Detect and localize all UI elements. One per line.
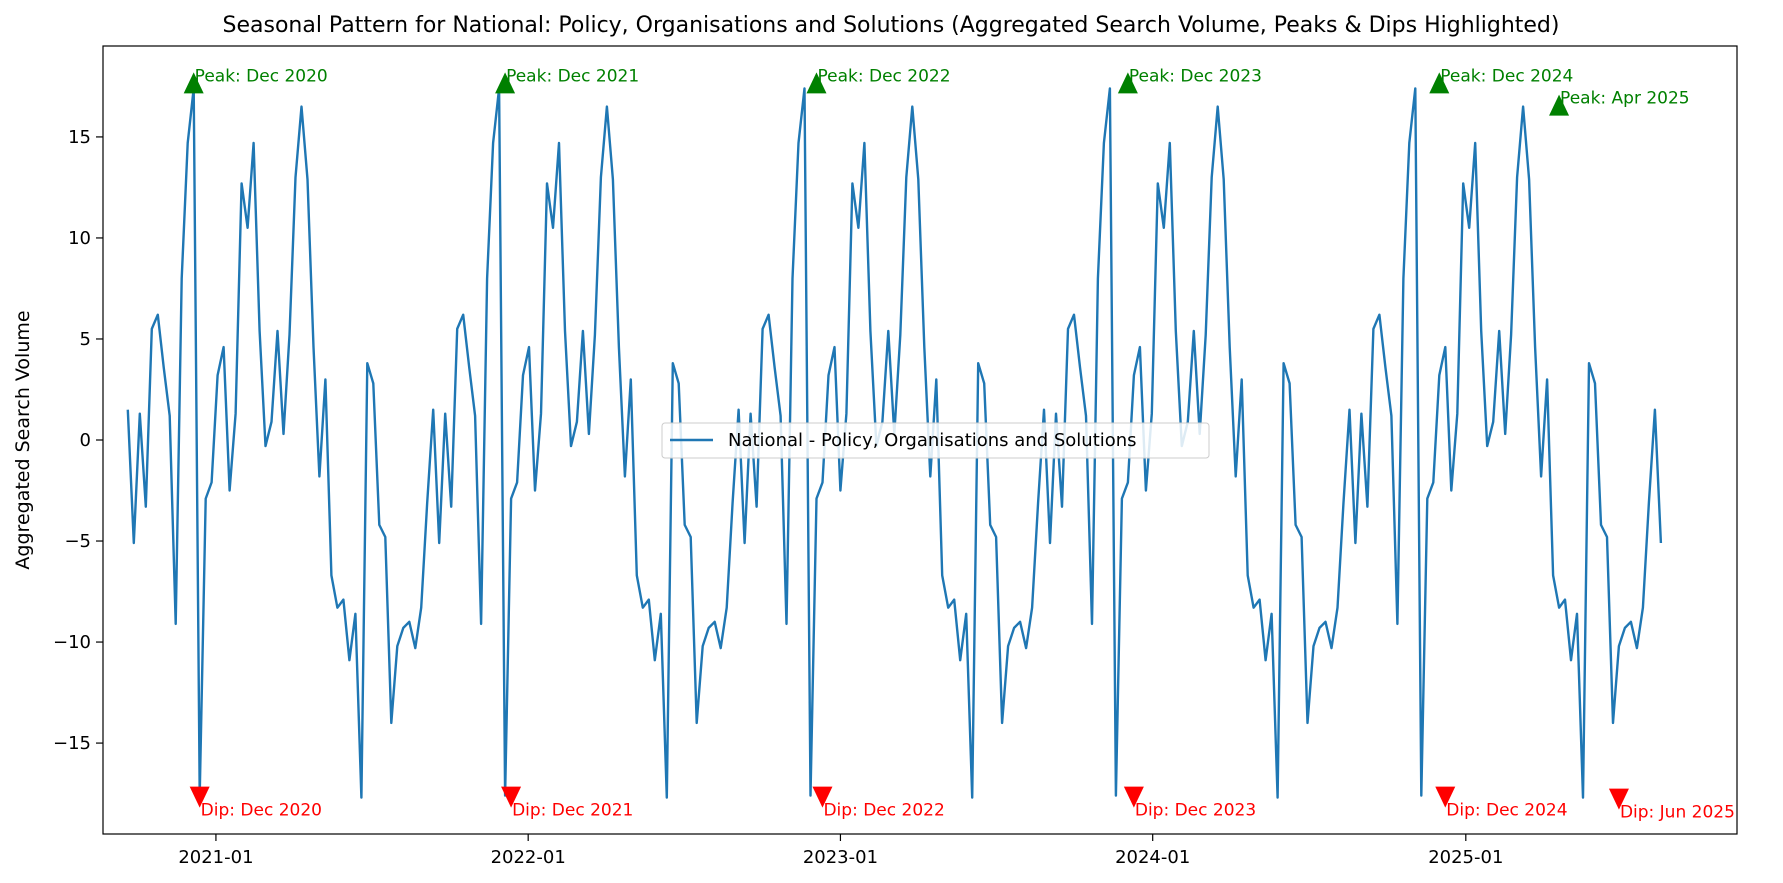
- dip-marker: [1123, 786, 1144, 808]
- y-tick-label: 0: [80, 430, 91, 451]
- peak-label: Peak: Dec 2023: [1129, 66, 1262, 86]
- chart-title: Seasonal Pattern for National: Policy, O…: [223, 13, 1560, 38]
- y-tick-label: −5: [64, 531, 91, 552]
- peak-marker: [1117, 72, 1138, 94]
- y-tick-label: 5: [80, 329, 91, 350]
- legend-label: National - Policy, Organisations and Sol…: [728, 430, 1137, 451]
- dip-label: Dip: Dec 2023: [1135, 801, 1256, 821]
- dip-marker: [501, 786, 522, 808]
- y-axis: 15 10 5 0 −5 −10 −15: [53, 127, 103, 754]
- dip-marker: [1435, 786, 1456, 808]
- dip-label: Dip: Dec 2021: [512, 801, 633, 821]
- x-tick-label: 2023-01: [803, 847, 878, 868]
- dip-label: Dip: Jun 2025: [1620, 803, 1735, 823]
- x-tick-label: 2024-01: [1115, 847, 1190, 868]
- peak-label: Peak: Apr 2025: [1560, 89, 1690, 109]
- dip-marker: [812, 786, 833, 808]
- y-tick-label: 10: [68, 228, 91, 249]
- peak-label: Peak: Dec 2022: [817, 66, 950, 86]
- peak-dip-annotations: Peak: Dec 2020 Peak: Dec 2021 Peak: Dec 20…: [183, 66, 1735, 823]
- peak-marker: [1549, 94, 1570, 116]
- peak-label: Peak: Dec 2024: [1440, 66, 1573, 86]
- x-tick-label: 2025-01: [1428, 847, 1503, 868]
- y-tick-label: −10: [53, 632, 91, 653]
- y-tick-label: −15: [53, 733, 91, 754]
- peak-label: Peak: Dec 2021: [506, 66, 639, 86]
- peak-marker: [806, 72, 827, 94]
- legend: National - Policy, Organisations and Sol…: [661, 422, 1210, 459]
- peak-marker: [183, 72, 204, 94]
- dip-marker: [189, 786, 210, 808]
- y-axis-label: Aggregated Search Volume: [12, 310, 34, 569]
- dip-label: Dip: Dec 2020: [201, 801, 322, 821]
- x-axis: 2021-01 2022-01 2023-01 2024-01 2025-01: [178, 834, 1503, 868]
- x-tick-label: 2021-01: [178, 847, 253, 868]
- y-tick-label: 15: [68, 127, 91, 148]
- x-tick-label: 2022-01: [491, 847, 566, 868]
- peak-marker: [1429, 72, 1450, 94]
- dip-label: Dip: Dec 2022: [823, 801, 944, 821]
- dip-label: Dip: Dec 2024: [1446, 801, 1567, 821]
- legend-box: [661, 422, 1210, 459]
- dip-marker: [1608, 788, 1629, 810]
- peak-marker: [495, 72, 516, 94]
- peak-label: Peak: Dec 2020: [195, 66, 328, 86]
